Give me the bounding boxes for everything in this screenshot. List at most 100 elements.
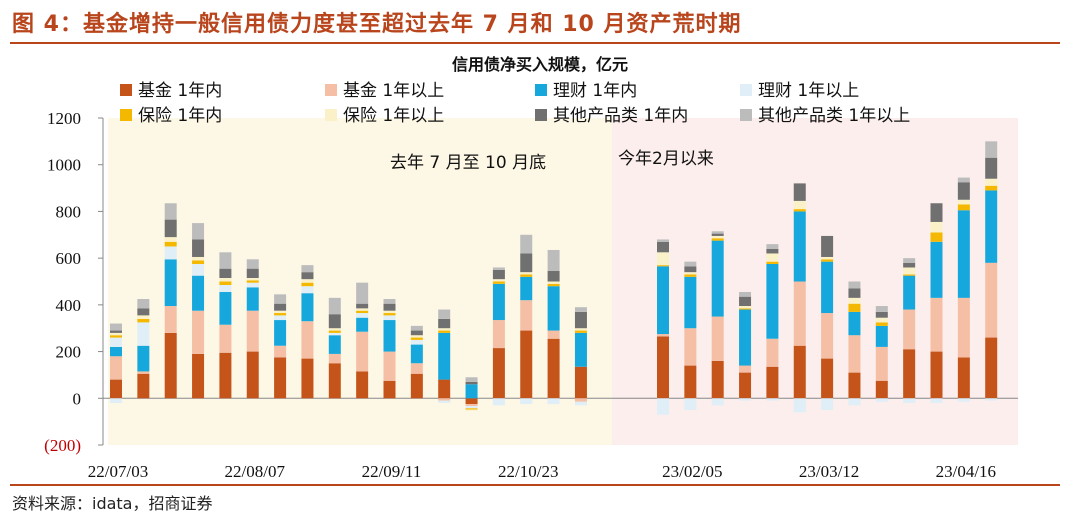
bar-segment xyxy=(739,308,752,310)
bar-segment xyxy=(383,310,396,314)
title-rule xyxy=(10,42,1060,44)
bar-segment xyxy=(492,320,505,349)
bar-segment xyxy=(219,292,232,325)
bar-segment xyxy=(110,346,122,357)
bar-segment xyxy=(684,328,697,366)
annotation-last-year: 去年 7 月至 10 月底 xyxy=(390,153,546,173)
bar-segment xyxy=(246,282,259,288)
y-tick-label: (200) xyxy=(44,436,81,455)
x-tick-label: 23/02/05 xyxy=(662,462,722,481)
bar-segment xyxy=(410,335,423,338)
bar-segment xyxy=(110,323,122,331)
bar-segment xyxy=(985,262,998,338)
bar-segment xyxy=(766,248,779,254)
legend-label: 基金 1年以上 xyxy=(343,81,444,101)
x-tick-label: 22/09/11 xyxy=(362,462,422,481)
bar-segment xyxy=(739,365,752,373)
bar-segment xyxy=(711,235,724,239)
bar-segment xyxy=(957,204,970,211)
bar-segment xyxy=(739,372,752,399)
bar-segment xyxy=(739,309,752,366)
bar-segment xyxy=(410,373,423,399)
bar-segment xyxy=(657,265,669,267)
bar-segment xyxy=(903,349,916,399)
bar-segment xyxy=(684,276,697,329)
bar-segment xyxy=(192,260,205,264)
source-note: 资料来源：idata，招商证券 xyxy=(12,494,213,513)
bar-segment xyxy=(410,337,423,340)
bar-segment xyxy=(438,379,451,399)
bar-segment xyxy=(274,313,287,316)
bar-segment xyxy=(793,200,806,210)
bar-segment xyxy=(574,401,587,406)
bar-segment xyxy=(957,357,970,399)
bar-segment xyxy=(301,321,314,359)
bar-segment xyxy=(492,267,505,270)
bar-segment xyxy=(903,275,916,310)
bar-segment xyxy=(438,332,451,380)
bar-segment xyxy=(574,366,587,399)
bar-segment xyxy=(875,311,888,318)
y-tick-label: 200 xyxy=(56,343,82,362)
bar-segment xyxy=(383,303,396,311)
bar-segment xyxy=(192,263,205,276)
bar-segment xyxy=(766,398,779,401)
bar-segment xyxy=(356,331,369,372)
bar-segment xyxy=(985,185,998,191)
bar-segment xyxy=(739,398,752,401)
bar-segment xyxy=(930,351,943,399)
bar-segment xyxy=(110,330,122,333)
bar-segment xyxy=(164,259,177,307)
bar-segment xyxy=(657,266,669,335)
bar-segment xyxy=(766,338,779,367)
bar-segment xyxy=(137,315,150,319)
bar-segment xyxy=(520,234,533,254)
bar-segment xyxy=(684,272,697,275)
bar-segment xyxy=(957,297,970,358)
bar-segment xyxy=(110,379,122,399)
bar-segment xyxy=(903,274,916,276)
bar-segment xyxy=(875,398,888,402)
bar-segment xyxy=(192,223,205,240)
x-tick-label: 22/08/07 xyxy=(225,462,286,481)
y-tick-label: 800 xyxy=(56,202,82,221)
bar-segment xyxy=(465,408,478,410)
bar-segment xyxy=(711,231,724,234)
bar-segment xyxy=(684,266,697,273)
bar-segment xyxy=(383,380,396,399)
bar-segment xyxy=(492,348,505,399)
bar-segment xyxy=(137,299,150,309)
bar-segment xyxy=(301,286,314,294)
legend-label: 保险 1年内 xyxy=(138,106,222,126)
stacked-bar-chart: 信用债净买入规模，亿元 (200) 0 200 400 600 800 1000 1200 22/… xyxy=(44,55,1018,481)
bar-segment xyxy=(520,300,533,331)
bar-segment xyxy=(547,286,560,331)
bar-segment xyxy=(164,237,177,242)
bar-segment xyxy=(684,261,697,267)
bar-segment xyxy=(246,351,259,399)
bar-segment xyxy=(848,335,861,373)
bar-segment xyxy=(985,157,998,179)
bar-segment xyxy=(848,303,861,312)
bar-segment xyxy=(356,313,369,318)
bar-segment xyxy=(110,335,122,338)
bar-segment xyxy=(930,398,943,403)
bar-segment xyxy=(684,274,697,277)
bar-segment xyxy=(192,239,205,257)
bar-segment xyxy=(793,398,806,413)
bar-segment xyxy=(137,318,150,323)
bar-segment xyxy=(219,277,232,282)
bar-segment xyxy=(410,344,423,364)
bar-segment xyxy=(465,381,478,385)
bar-segment xyxy=(711,316,724,361)
bar-segment xyxy=(110,332,122,336)
bar-segment xyxy=(985,141,998,158)
bar-segment xyxy=(219,352,232,399)
bar-segment xyxy=(110,398,122,403)
bar-segment xyxy=(520,276,533,301)
bar-segment xyxy=(164,241,177,247)
bar-segment xyxy=(328,330,341,333)
bar-segment xyxy=(383,299,396,304)
bar-segment xyxy=(246,277,259,281)
bar-segment xyxy=(219,324,232,353)
